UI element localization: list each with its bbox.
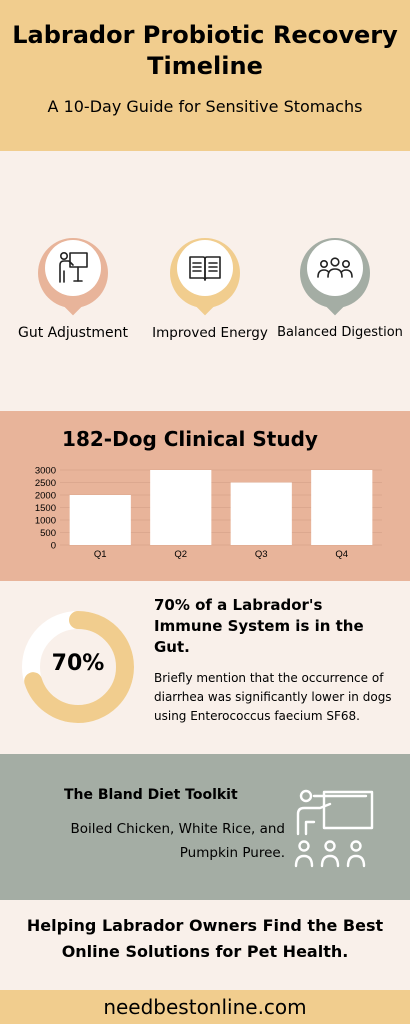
pin-label-balanced-digestion: Balanced Digestion [277, 325, 403, 340]
milestones-section: Gut Adjustment Improved Energy Ba [0, 151, 410, 411]
page-subtitle: A 10-Day Guide for Sensitive Stomachs [47, 97, 363, 116]
presenter-icon [45, 240, 101, 296]
y-tick-label: 500 [40, 528, 56, 539]
percent-label: 70% [51, 651, 105, 676]
chart-bar [69, 495, 131, 545]
pin-label-improved-energy: Improved Energy [152, 325, 268, 341]
group-icon [307, 240, 363, 296]
footer-banner: needbestonline.com [0, 990, 410, 1024]
study-title: 182-Dog Clinical Study [62, 427, 318, 451]
clinical-study-section: 182-Dog Clinical Study 0 500 1000 1500 2000 2… [0, 411, 410, 581]
toolkit-body: Boiled Chicken, White Rice, and Pumpkin … [70, 821, 285, 861]
y-tick-label: 1000 [35, 516, 56, 527]
immune-heading: 70% of a Labrador's Immune System is in … [154, 596, 364, 656]
y-tick-label: 3000 [35, 466, 56, 477]
toolkit-title: The Bland Diet Toolkit [64, 787, 238, 803]
toolkit-section: The Bland Diet Toolkit Boiled Chicken, W… [0, 754, 410, 900]
y-tick-label: 1500 [35, 503, 56, 514]
y-tick-label: 2000 [35, 491, 56, 502]
chart-bar [230, 482, 292, 545]
chart-bar [150, 470, 212, 545]
pin-label-gut-adjustment: Gut Adjustment [17, 325, 129, 341]
immune-section: 70% 70% of a Labrador's Immune System is… [0, 581, 410, 754]
pin-gut-adjustment [38, 238, 108, 318]
chart-bar [311, 470, 373, 545]
page-title: Labrador Probiotic Recovery Timeline [12, 21, 398, 80]
pin-improved-energy [170, 238, 240, 318]
x-tick-label: Q3 [255, 549, 268, 560]
header-banner: Labrador Probiotic Recovery Timeline A 1… [0, 0, 410, 151]
tagline-section: Helping Labrador Owners Find the Best On… [0, 900, 410, 990]
pin-balanced-digestion [300, 238, 370, 318]
y-tick-label: 2500 [35, 478, 56, 489]
classroom-icon [294, 789, 374, 868]
y-tick-label: 0 [51, 541, 56, 552]
donut-fill [22, 611, 134, 723]
immune-body: Briefly mention that the occurrence of d… [154, 671, 392, 723]
x-tick-label: Q1 [94, 549, 107, 560]
book-icon [177, 240, 233, 296]
footer-url[interactable]: needbestonline.com [103, 995, 307, 1019]
tagline-text: Helping Labrador Owners Find the Best On… [26, 916, 384, 961]
x-tick-label: Q4 [335, 549, 348, 560]
x-tick-label: Q2 [174, 549, 187, 560]
percent-donut [22, 611, 134, 723]
